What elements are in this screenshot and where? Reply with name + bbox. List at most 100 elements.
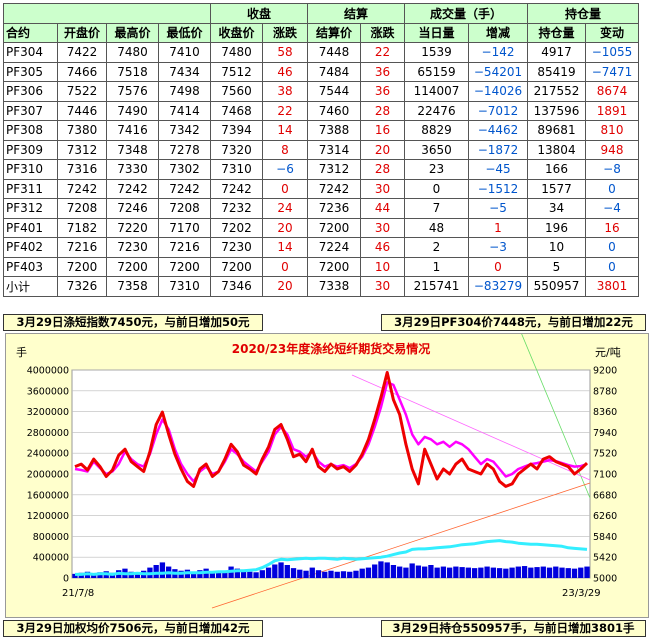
table-cell: 2 <box>404 237 469 258</box>
table-cell: 7200 <box>307 256 361 277</box>
table-cell: 7446 <box>57 100 107 121</box>
y-left-tick-label: 3200000 <box>27 407 69 418</box>
table-cell: 0 <box>262 178 308 199</box>
table-row: PF310 7316 7330 7302 7310 −6 7312 28 23 −45 166 −8 <box>3 159 639 180</box>
volume-bar <box>259 570 265 578</box>
table-cell: 7576 <box>106 81 159 102</box>
volume-bar <box>446 567 453 578</box>
table-cell: 7200 <box>210 256 263 277</box>
volume-bar <box>322 571 328 578</box>
table-cell: 550957 <box>527 276 586 297</box>
table-cell: 0 <box>468 256 528 277</box>
table-cell: 28 <box>360 100 405 121</box>
note-weighted-avg-price: 3月29日加权均价7506元，与前日增加42元 <box>3 620 263 637</box>
volume-bar <box>222 570 228 578</box>
header-group-settle: 结算 <box>307 3 405 24</box>
trend-line-orange <box>211 482 591 609</box>
table-row: PF306 7522 7576 7498 7560 38 7544 36 114007 −1402… <box>3 81 639 102</box>
volume-bar <box>390 565 397 578</box>
table-cell: 7434 <box>158 61 211 82</box>
volume-bar <box>309 567 315 578</box>
table-cell: 7278 <box>158 139 211 160</box>
y-left-tick-label: 1200000 <box>27 511 69 522</box>
table-cell: −7012 <box>468 100 528 121</box>
table-cell: 36 <box>360 81 405 102</box>
column-header: 涨跌 <box>360 22 405 43</box>
table-cell: 7348 <box>106 139 159 160</box>
table-cell: 7388 <box>307 120 361 141</box>
table-cell: 7 <box>404 198 469 219</box>
table-cell: 8674 <box>585 81 639 102</box>
table-cell: 7200 <box>106 256 159 277</box>
volume-bar <box>478 567 484 578</box>
table-cell: 0 <box>404 178 469 199</box>
table-cell: 0 <box>262 256 308 277</box>
volume-bar <box>72 573 78 578</box>
table-cell: 948 <box>585 139 639 160</box>
volume-bar <box>521 566 528 578</box>
table-cell: 8829 <box>404 120 469 141</box>
table-cell: 7246 <box>106 198 159 219</box>
table-cell: 7448 <box>307 42 361 63</box>
table-cell: 7498 <box>158 81 211 102</box>
chart-title: 2020/23年度涤纶短纤期货交易情况 <box>232 341 430 356</box>
table-cell: 30 <box>360 178 405 199</box>
volume-bar <box>153 565 159 578</box>
table-cell: −45 <box>468 159 528 180</box>
table-row: PF308 7380 7416 7342 7394 14 7388 16 8829 −4462 89… <box>3 120 639 141</box>
table-row: PF305 7466 7518 7434 7512 46 7484 36 65159 −54201… <box>3 61 639 82</box>
table-cell: 36 <box>360 61 405 82</box>
table-cell: 7490 <box>106 100 159 121</box>
table-cell: 7242 <box>210 178 263 199</box>
table-cell: 38 <box>262 81 308 102</box>
volume-bar <box>503 568 509 578</box>
table-cell: 7480 <box>106 42 159 63</box>
volume-bar <box>209 571 216 578</box>
volume-bar <box>490 567 496 578</box>
table-cell: 7414 <box>158 100 211 121</box>
table-cell: 7242 <box>307 178 361 199</box>
volume-bar <box>159 562 166 578</box>
volume-bar <box>496 568 503 578</box>
table-cell: 7330 <box>106 159 159 180</box>
table-cell: 24 <box>262 198 308 219</box>
note-index-price: 3月29日涤短指数7450元，与前日增加50元 <box>3 314 263 331</box>
table-cell: 46 <box>360 237 405 258</box>
table-cell: 7170 <box>158 217 211 238</box>
table-row: 小计 7326 7358 7310 7346 20 7338 30 215741 −83279 55… <box>3 276 639 297</box>
table-cell: 10 <box>360 256 405 277</box>
table-cell: −3 <box>468 237 528 258</box>
column-header: 增减 <box>468 22 528 43</box>
volume-bar <box>190 571 197 578</box>
volume-bar <box>509 567 515 578</box>
table-cell: 0 <box>585 256 639 277</box>
table-cell: 7560 <box>210 81 263 102</box>
column-header: 开盘价 <box>57 22 107 43</box>
volume-bar <box>384 562 390 578</box>
header-group-row: 收盘 结算 成交量（手） 持仓量 <box>3 3 639 24</box>
note-open-interest: 3月29日持仓550957手，与前日增加3801手 <box>381 620 646 637</box>
table-cell: −8 <box>585 159 639 180</box>
volume-bar <box>484 566 490 578</box>
y-right-tick-label: 7520 <box>593 449 617 460</box>
table-cell: 7522 <box>57 81 107 102</box>
volume-bar <box>565 568 571 578</box>
volume-bar <box>215 572 222 578</box>
table-cell: 1577 <box>527 178 586 199</box>
table-cell: 7310 <box>158 276 211 297</box>
table-cell: 23 <box>404 159 469 180</box>
table-cell: 7518 <box>106 61 159 82</box>
y-right-tick-label: 7940 <box>593 428 617 439</box>
table-cell: −83279 <box>468 276 528 297</box>
column-header: 合约 <box>3 22 58 43</box>
volume-bar <box>359 568 365 578</box>
header-group-close: 收盘 <box>210 3 308 24</box>
table-cell: 7200 <box>158 256 211 277</box>
table-cell: PF305 <box>3 61 58 82</box>
table-cell: 5 <box>527 256 586 277</box>
table-cell: 137596 <box>527 100 586 121</box>
note-pf304-price: 3月29日PF304价7448元，与前日增加22元 <box>381 314 646 331</box>
table-cell: 810 <box>585 120 639 141</box>
column-header: 当日量 <box>404 22 469 43</box>
table-cell: 30 <box>360 276 405 297</box>
